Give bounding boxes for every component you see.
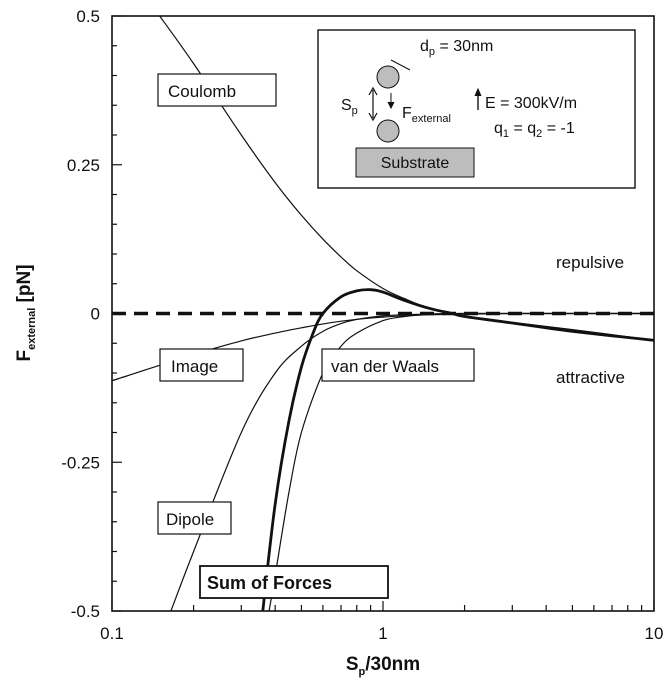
axis-ticks: 0.1 1 10 0.5 0.25 0 -0.25 -0.5 bbox=[61, 7, 663, 643]
particle-bottom bbox=[376, 119, 400, 143]
curves bbox=[112, 16, 654, 611]
curve-van-der-waals bbox=[268, 312, 654, 611]
y-tick-label: -0.25 bbox=[61, 453, 100, 472]
vdw-label-box: van der Waals bbox=[321, 348, 475, 382]
sp-label: Sp bbox=[341, 97, 358, 117]
image-label: Image bbox=[171, 357, 218, 376]
dp-arrow bbox=[390, 59, 411, 71]
coulomb-label-box: Coulomb bbox=[157, 73, 277, 107]
coulomb-label: Coulomb bbox=[168, 82, 236, 101]
image-label-box: Image bbox=[159, 348, 244, 382]
attractive-label: attractive bbox=[556, 368, 625, 387]
x-tick-label: 10 bbox=[645, 624, 664, 643]
particle-top bbox=[376, 65, 400, 89]
fext-label: Fexternal bbox=[402, 105, 451, 125]
vdw-label: van der Waals bbox=[331, 357, 439, 376]
x-axis-label: Sp/30nm bbox=[346, 654, 420, 678]
y-tick-label: -0.5 bbox=[71, 602, 100, 621]
efield-label: E = 300kV/m bbox=[485, 95, 577, 112]
y-tick-label: 0 bbox=[91, 305, 100, 324]
dipole-label: Dipole bbox=[166, 510, 214, 529]
y-tick-label: 0.5 bbox=[76, 7, 100, 26]
substrate-label: Substrate bbox=[381, 155, 450, 172]
repulsive-label: repulsive bbox=[556, 253, 624, 272]
charge-label: q1 = q2 = -1 bbox=[494, 120, 575, 140]
substrate-block bbox=[355, 147, 475, 178]
dipole-label-box: Dipole bbox=[157, 501, 232, 535]
x-tick-label: 1 bbox=[378, 624, 387, 643]
y-axis-label: Fexternal [pN] bbox=[14, 264, 38, 361]
curve-sum-of-forces bbox=[261, 288, 654, 611]
y-tick-label: 0.25 bbox=[67, 156, 100, 175]
inset-schematic: Substrate dp = 30nm Sp Fexternal E = 300… bbox=[317, 29, 636, 189]
x-tick-label: 0.1 bbox=[100, 624, 124, 643]
dp-label: dp = 30nm bbox=[420, 38, 493, 58]
sum-label: Sum of Forces bbox=[207, 573, 332, 593]
sum-label-box: Sum of Forces bbox=[199, 565, 389, 599]
